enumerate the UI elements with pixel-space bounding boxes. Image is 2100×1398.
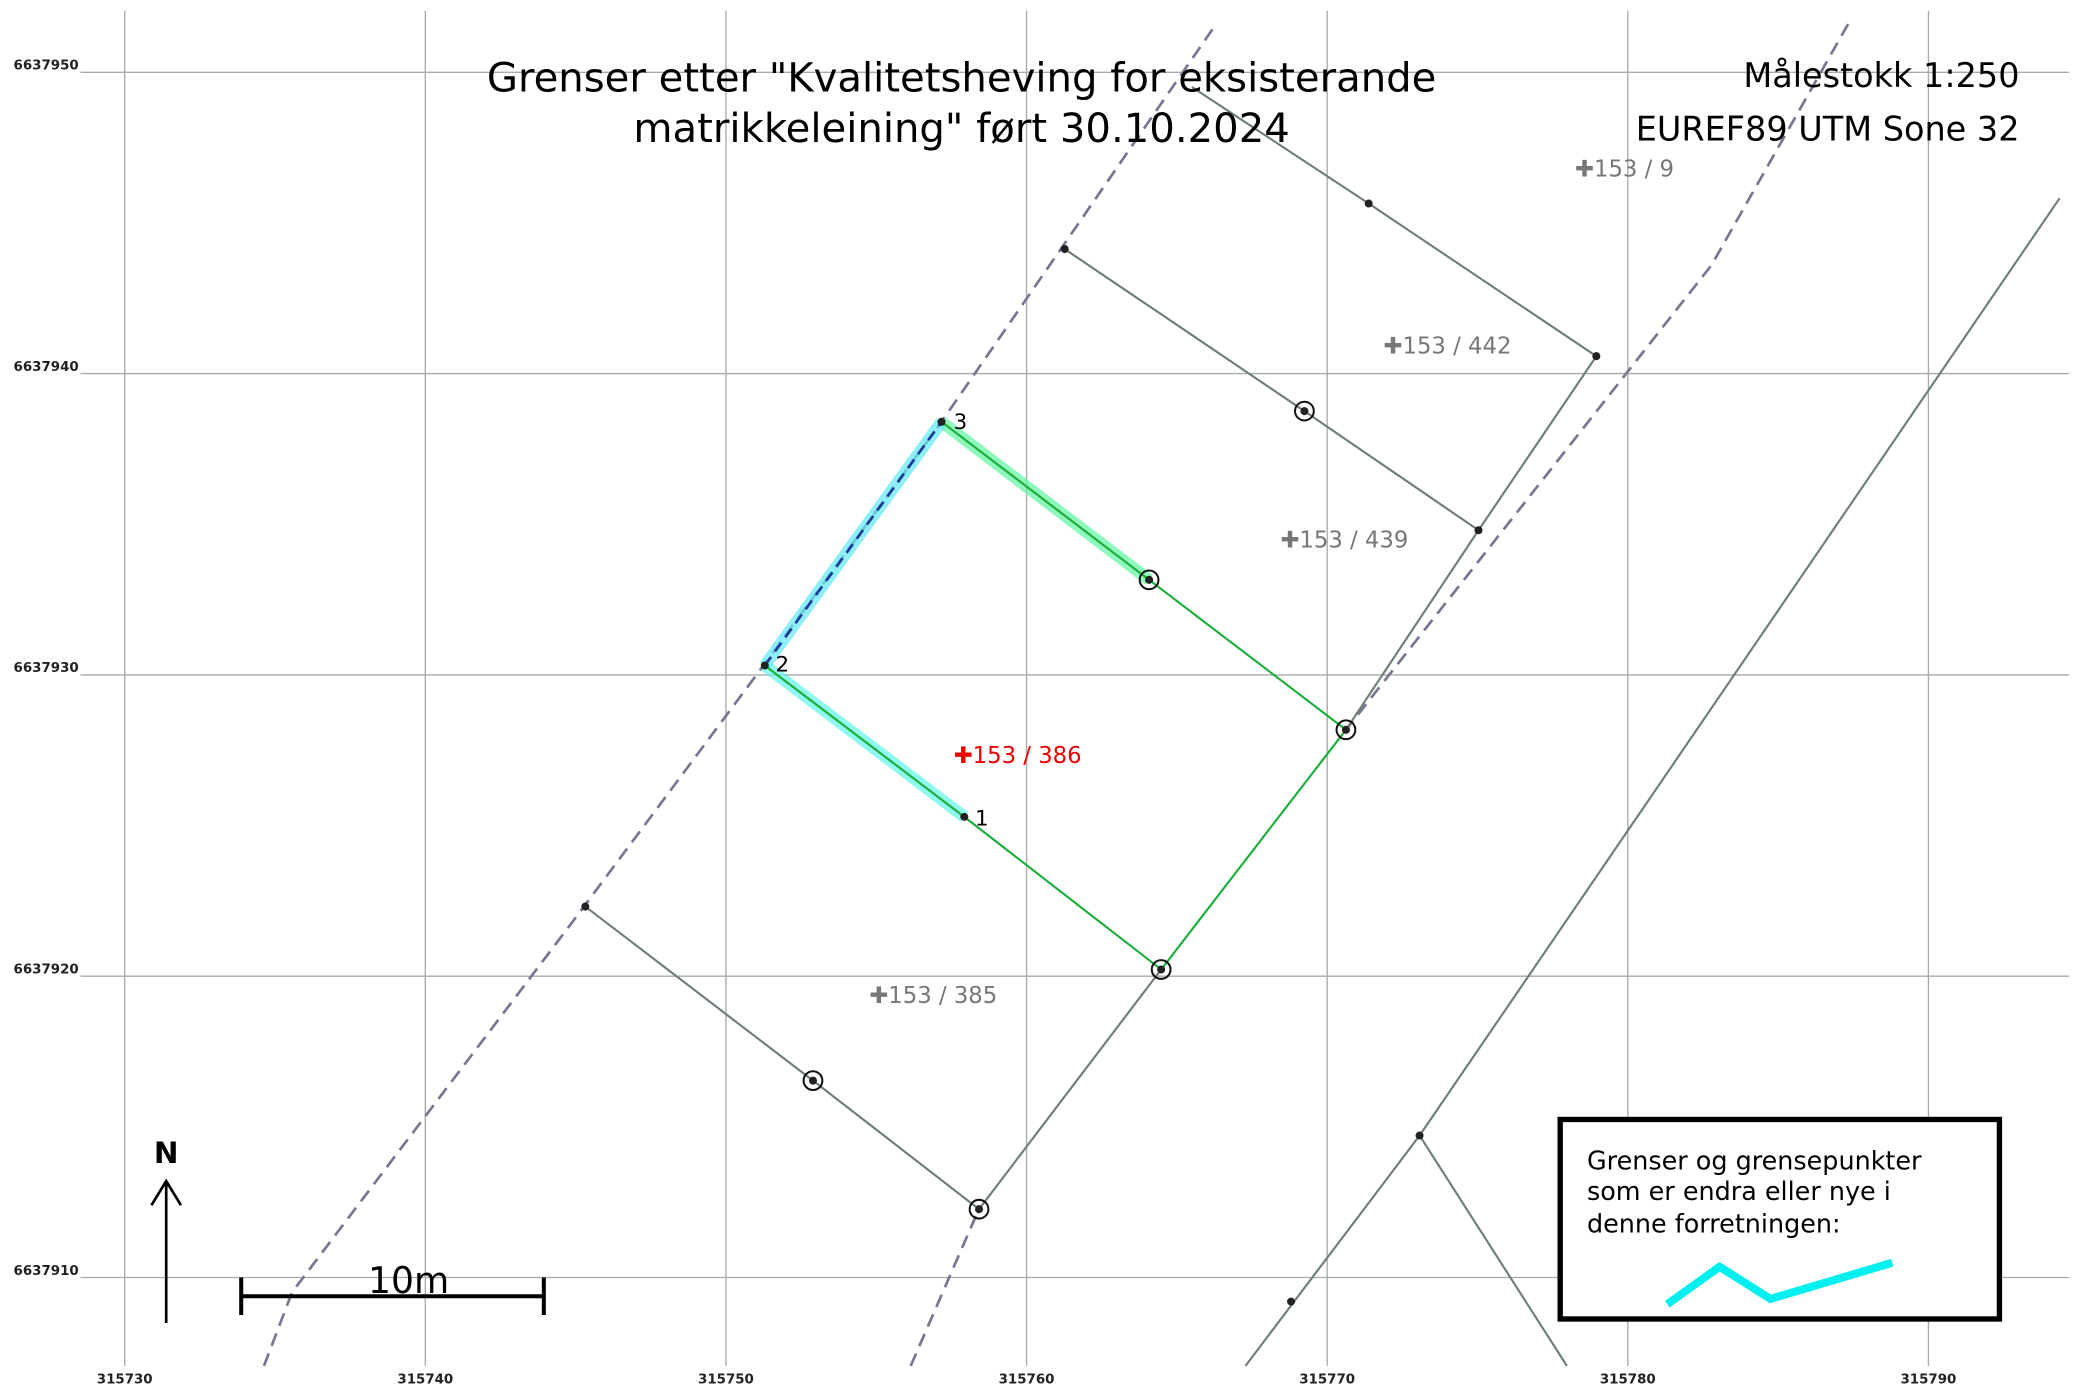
legend <box>1557 1116 2003 1322</box>
north-arrow <box>150 1178 183 1324</box>
y-coordinate-label: 6637950 <box>14 59 79 74</box>
title: Grenser etter "Kvalitetsheving for eksis… <box>487 55 1437 101</box>
x-coordinate-label: 315750 <box>698 1372 754 1387</box>
road-edge <box>909 1211 979 1367</box>
north-label: N <box>154 1136 179 1170</box>
boundary-markers <box>802 400 1357 1220</box>
changed-boundary <box>763 421 943 667</box>
legend-text: Grenser og grensepunkter <box>1587 1145 1922 1175</box>
parcel-label: ✚153 / 9 <box>1575 157 1674 183</box>
boundary <box>1418 1134 1568 1367</box>
title: matrikkeleining" ført 30.10.2024 <box>633 106 1289 152</box>
x-coordinate-label: 315760 <box>999 1372 1055 1387</box>
legend-text: som er endra eller nye i <box>1587 1176 1891 1206</box>
boundary <box>584 905 1162 1211</box>
projection: EUREF89 UTM Sone 32 <box>1636 110 2020 149</box>
boundary <box>1191 86 1598 731</box>
x-coordinate-label: 315790 <box>1901 1372 1957 1387</box>
y-coordinate-label: 6637930 <box>14 661 79 676</box>
parcel-label: ✚153 / 439 <box>1280 527 1408 553</box>
parcel-boundary <box>764 420 1348 971</box>
point-number: 2 <box>775 653 789 678</box>
parcel-labels: ✚153 / 9 ✚153 / 442 ✚153 / 439 ✚153 / 38… <box>869 157 1674 1009</box>
y-coordinate-label: 6637910 <box>14 1264 79 1279</box>
boundary <box>1064 248 1480 532</box>
x-coordinate-label: 315770 <box>1299 1372 1355 1387</box>
scale-bar <box>239 1277 546 1315</box>
x-coordinate-label: 315740 <box>397 1372 453 1387</box>
point-number: 3 <box>954 410 968 435</box>
point-number: 1 <box>975 807 989 832</box>
parcel-label: ✚153 / 442 <box>1383 333 1511 359</box>
y-coordinate-label: 6637920 <box>14 962 79 977</box>
legend-symbol <box>1664 1258 1894 1308</box>
map-scale: Målestokk 1:250 <box>1743 56 2019 95</box>
legend-text: denne forretningen: <box>1587 1208 1841 1238</box>
x-coordinate-label: 315780 <box>1600 1372 1656 1387</box>
boundary-points <box>581 199 1601 1306</box>
parcel-label-main: ✚153 / 386 <box>954 743 1082 769</box>
road-edge <box>262 23 1218 1367</box>
scale-bar-label: 10m <box>368 1259 449 1302</box>
x-coordinate-label: 315730 <box>97 1372 153 1387</box>
parcel-label: ✚153 / 385 <box>869 983 997 1009</box>
road-edge <box>1344 23 1850 731</box>
y-coordinate-label: 6637940 <box>14 360 79 375</box>
